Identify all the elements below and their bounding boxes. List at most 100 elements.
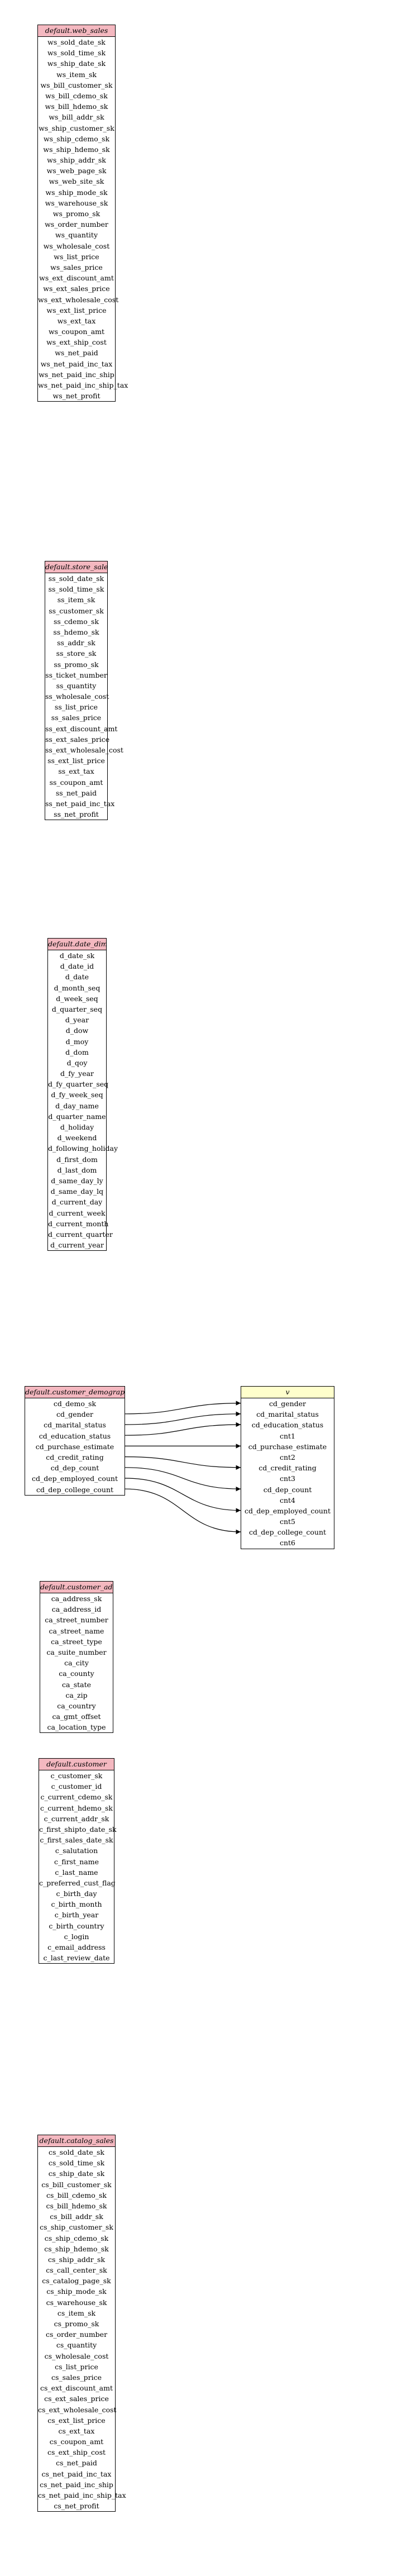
table-column: ws_bill_customer_sk (40, 80, 113, 89)
table-column: ca_zip (65, 1691, 88, 1699)
table-column: d_holiday (60, 1123, 94, 1131)
table-column: d_fy_quarter_seq (48, 1080, 109, 1089)
table-column: d_current_month (48, 1219, 109, 1228)
table-column: cs_coupon_amt (49, 2437, 104, 2446)
table-column: ca_county (59, 1669, 94, 1678)
table-column: cnt6 (279, 1539, 296, 1547)
table-column: d_following_holiday (48, 1144, 118, 1153)
table-column: d_weekend (57, 1134, 97, 1142)
table-title: v (241, 1387, 334, 1398)
table-column: ws_ext_tax (57, 316, 96, 325)
table-column: cs_item_sk (57, 2308, 96, 2317)
table-column: d_year (65, 1016, 89, 1025)
table-column: cs_bill_hdemo_sk (46, 2201, 107, 2210)
table-column: ss_store_sk (56, 649, 97, 658)
table-column: ss_quantity (56, 681, 97, 690)
table-column: d_current_year (50, 1241, 104, 1250)
table-column: ws_sales_price (50, 263, 103, 272)
table-column: ss_ticket_number (45, 670, 107, 679)
table-column: cd_education_status (39, 1431, 111, 1440)
table-column: d_quarter_seq (51, 1004, 103, 1013)
table-column: d_current_day (51, 1198, 103, 1207)
table-title: default.store_sales (45, 561, 107, 573)
table-column: cs_catalog_page_sk (42, 2277, 111, 2285)
table-column: cd_dep_count (50, 1464, 99, 1473)
table-column: ws_coupon_amt (48, 327, 105, 336)
table-column: cd_dep_employed_count (244, 1506, 331, 1515)
table-column: c_customer_id (51, 1782, 102, 1791)
table-column: ca_location_type (47, 1723, 106, 1732)
table-column: cd_credit_rating (46, 1453, 104, 1461)
table-column: cs_sales_price (51, 2373, 102, 2382)
table-column: cs_ext_tax (58, 2426, 95, 2435)
table-column: d_quarter_name (48, 1112, 106, 1121)
table-column: cs_bill_customer_sk (41, 2180, 112, 2189)
table-column: ws_ship_hdemo_sk (43, 145, 110, 154)
table-column: ws_ext_discount_amt (39, 274, 114, 283)
table-column: c_birth_day (56, 1889, 97, 1898)
table-column: ws_order_number (45, 220, 108, 229)
table-column: ws_web_site_sk (49, 177, 104, 186)
table-column: cd_gender (56, 1410, 94, 1419)
table-column: ss_sold_time_sk (48, 585, 104, 594)
table-column: cs_net_paid_inc_tax (41, 2469, 112, 2478)
table-column: d_dow (65, 1026, 89, 1035)
table-title: default.date_dim (48, 939, 106, 950)
table-column: ca_street_name (49, 1626, 104, 1635)
table-column: cs_ext_ship_cost (47, 2448, 106, 2457)
lineage-edge (125, 1422, 241, 1436)
table-customer: default.customer c_customer_sk c_customer_… (39, 1758, 117, 1964)
table-column: cd_marital_status (44, 1421, 106, 1430)
table-column: cs_quantity (56, 2341, 97, 2350)
table-column: ss_sales_price (51, 713, 102, 722)
table-title: default.customer (39, 1759, 114, 1770)
table-column: cd_credit_rating (259, 1464, 317, 1473)
table-column: ws_net_paid_inc_ship_tax (38, 381, 128, 389)
table-column: ss_net_paid_inc_tax (45, 799, 115, 808)
table-column: cd_dep_college_count (248, 1528, 327, 1537)
table-column: d_date (65, 973, 89, 982)
table-column: ws_bill_addr_sk (49, 113, 104, 122)
table-column: cs_ship_addr_sk (47, 2255, 106, 2264)
table-column: ss_hdemo_sk (53, 627, 99, 636)
table-column: ws_bill_hdemo_sk (45, 102, 108, 111)
table-column: c_birth_year (54, 1911, 99, 1920)
table-column: ss_ext_tax (58, 767, 94, 776)
table-column: cs_net_paid_inc_ship (40, 2480, 113, 2489)
table-column: c_first_name (54, 1857, 99, 1866)
table-title: default.customer_demographics (25, 1387, 125, 1398)
table-column: cd_dep_college_count (36, 1485, 114, 1494)
table-column: c_current_hdemo_sk (40, 1803, 113, 1812)
table-column: cs_ship_customer_sk (40, 2223, 113, 2232)
table-column: ws_list_price (54, 252, 99, 261)
lineage-edge (125, 1411, 241, 1425)
table-column: ca_gmt_offset (52, 1712, 101, 1721)
lineage-edge (125, 1401, 241, 1415)
table-column: ws_net_paid (55, 349, 98, 358)
table-column: d_month_seq (54, 983, 100, 992)
table-column: cs_bill_addr_sk (50, 2212, 103, 2221)
table-column: c_last_review_date (43, 1954, 110, 1963)
table-column: ws_sold_time_sk (47, 49, 106, 58)
table-column: ws_quantity (55, 231, 98, 240)
table-column: d_date_sk (59, 951, 95, 960)
table-column: ws_net_paid_inc_tax (40, 359, 113, 368)
table-customer-demographics: default.customer_demographicscd_demo_skc… (25, 1386, 125, 1496)
table-column: ss_net_paid (55, 788, 97, 797)
table-column: cs_call_center_sk (46, 2266, 107, 2275)
table-column: ws_net_profit (52, 392, 100, 401)
table-column: ca_suite_number (46, 1648, 107, 1656)
table-column: cnt2 (279, 1453, 296, 1461)
table-column: cs_warehouse_sk (46, 2298, 107, 2307)
table-column: d_date_id (60, 962, 94, 971)
table-column: ws_net_paid_inc_ship (39, 370, 114, 379)
table-date-dim: default.date_dim d_date_sk d_date_id d_date… (47, 938, 118, 1251)
table-column: d_same_day_ly (51, 1176, 103, 1185)
table-column: c_first_sales_date_sk (40, 1836, 113, 1845)
table-column: cs_order_number (45, 2330, 108, 2339)
table-column: c_birth_country (49, 1921, 104, 1930)
table-column: c_last_name (55, 1868, 98, 1877)
table-column: ws_ship_cdemo_sk (43, 134, 110, 143)
table-column: cd_purchase_estimate (248, 1442, 327, 1451)
table-column: ca_city (64, 1659, 89, 1668)
